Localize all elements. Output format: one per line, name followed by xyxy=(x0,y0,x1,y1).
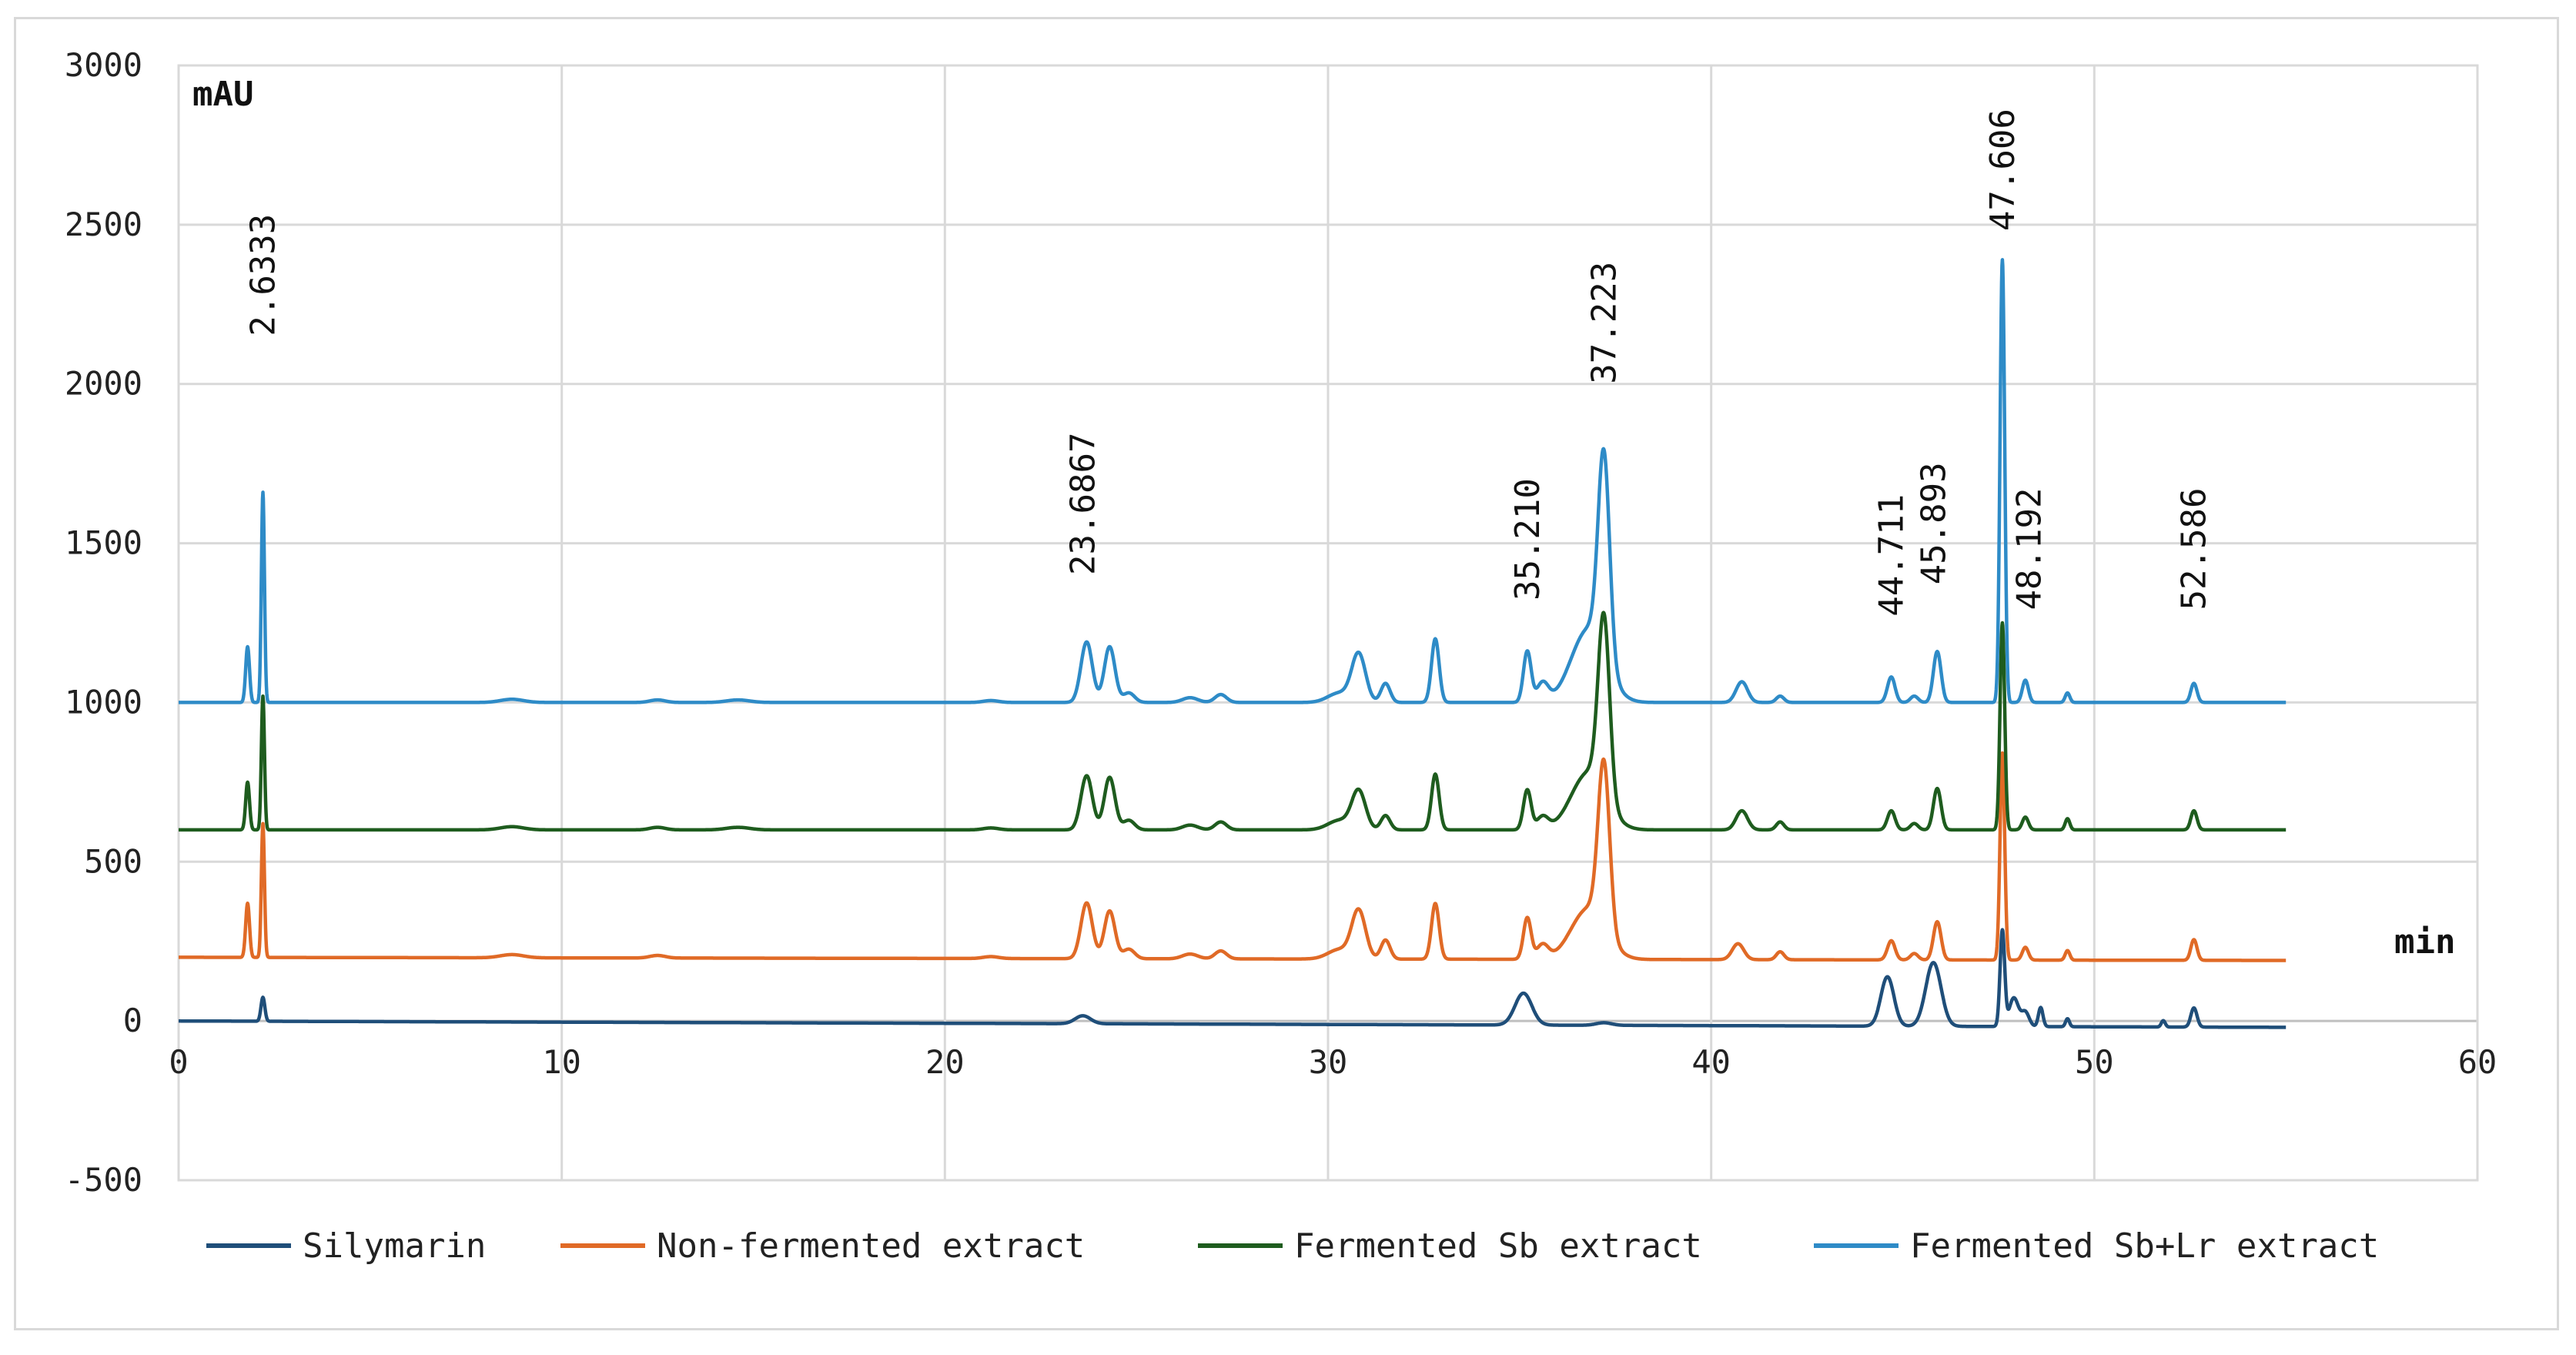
peak-label: 37.223 xyxy=(1584,262,1624,384)
y-tick-label: 2000 xyxy=(65,365,142,403)
x-tick-label: 60 xyxy=(2458,1043,2497,1081)
peak-label: 44.711 xyxy=(1872,494,1912,617)
y-tick-label: 3000 xyxy=(65,46,142,84)
legend-label: Non-fermented extract xyxy=(657,1226,1085,1266)
series-layer xyxy=(177,258,2287,1029)
y-tick-label: 1000 xyxy=(65,683,142,721)
peak-label-layer: 2.6333 23.6867 35.210 37.223 44.711 45.893 47.… xyxy=(243,109,2213,617)
peak-label: 48.192 xyxy=(2010,487,2049,610)
x-tick-label: 30 xyxy=(1309,1043,1348,1081)
y-axis-unit-label: mAU xyxy=(192,75,253,114)
x-tick-label: 10 xyxy=(542,1043,581,1081)
y-tick-label: 1500 xyxy=(65,524,142,562)
grid-layer xyxy=(177,64,2479,1182)
series-line-1 xyxy=(177,751,2287,962)
peak-label: 45.893 xyxy=(1914,462,1953,584)
legend: Silymarin Non-fermented extract Fermented … xyxy=(206,1226,2379,1266)
chart-frame xyxy=(14,17,2559,1330)
series-line-0 xyxy=(177,928,2287,1029)
peak-label: 23.6867 xyxy=(1063,433,1102,575)
legend-label: Fermented Sb+Lr extract xyxy=(1910,1226,2379,1266)
x-tick-label: 0 xyxy=(169,1043,188,1081)
peak-label: 47.606 xyxy=(1983,109,2022,231)
legend-label: Fermented Sb extract xyxy=(1294,1226,1702,1266)
x-axis-unit-label: min xyxy=(2394,922,2455,962)
y-tick-label: 2500 xyxy=(65,206,142,243)
x-tick-label: 20 xyxy=(925,1043,965,1081)
y-tick-label: 0 xyxy=(123,1002,142,1039)
peak-label: 2.6333 xyxy=(243,214,283,336)
tick-layer: -500 0 500 1000 1500 2000 2500 3000 0 10 20 30 40 50 6… xyxy=(65,46,2497,1199)
x-tick-label: 50 xyxy=(2075,1043,2114,1081)
series-line-2 xyxy=(177,611,2287,832)
legend-label: Silymarin xyxy=(303,1226,486,1266)
x-tick-label: 40 xyxy=(1691,1043,1731,1081)
y-tick-label: 500 xyxy=(84,842,142,880)
series-line-3 xyxy=(177,258,2287,704)
y-tick-label: -500 xyxy=(65,1161,142,1199)
peak-label: 52.586 xyxy=(2175,487,2214,610)
peak-label: 35.210 xyxy=(1508,478,1547,601)
